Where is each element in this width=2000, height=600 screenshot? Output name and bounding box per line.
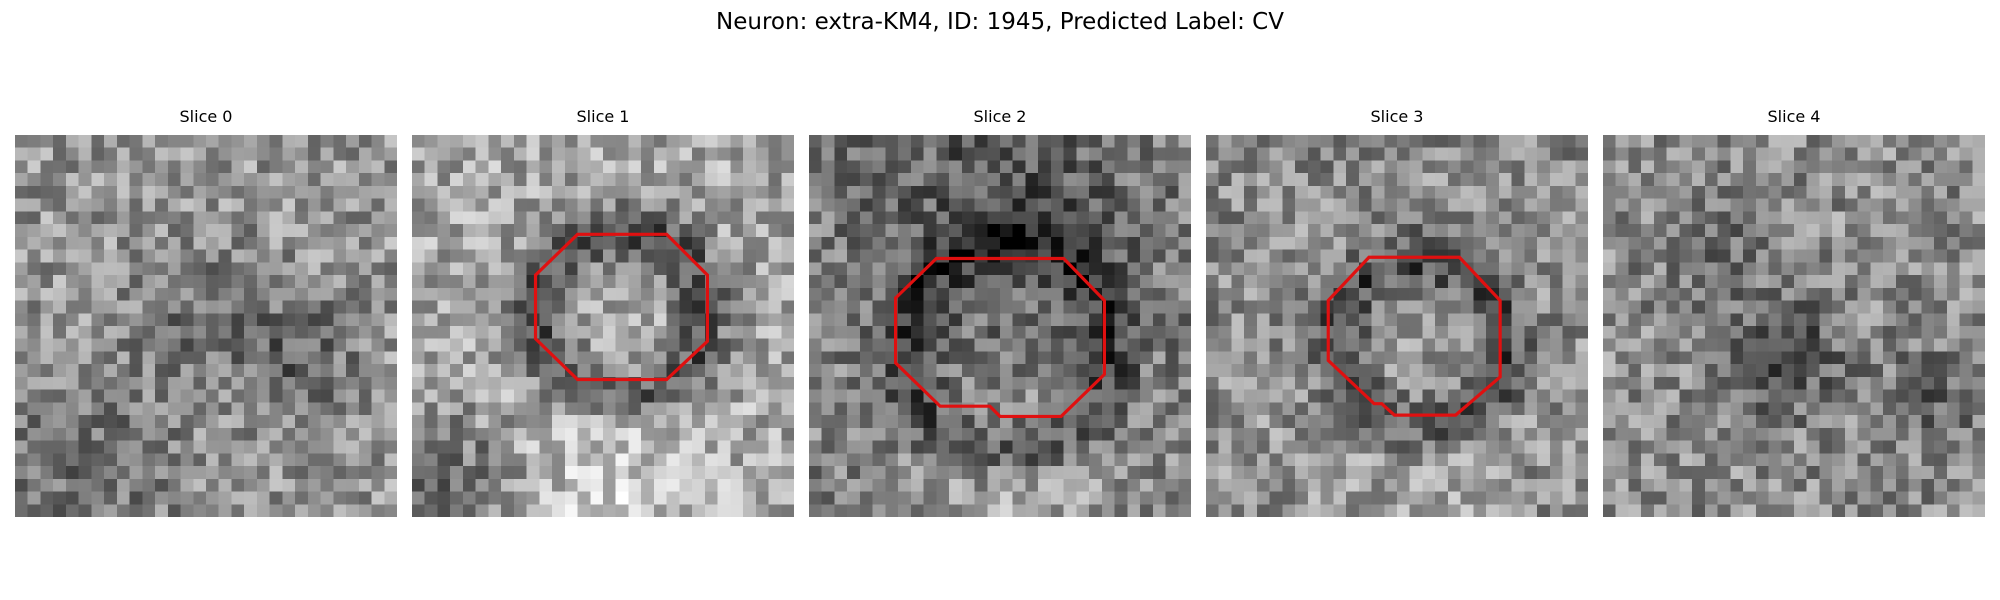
slice-panel-0: Slice 0 bbox=[15, 107, 397, 517]
slice-image-0 bbox=[15, 135, 397, 517]
contour-outline bbox=[533, 232, 710, 382]
slice-panel-4: Slice 4 bbox=[1603, 107, 1985, 517]
pixel-grid bbox=[412, 135, 794, 517]
slice-title: Slice 2 bbox=[973, 107, 1027, 126]
slice-panel-2: Slice 2 bbox=[809, 107, 1191, 517]
slice-title: Slice 0 bbox=[179, 107, 233, 126]
slice-title: Slice 4 bbox=[1767, 107, 1821, 126]
slice-image-2 bbox=[809, 135, 1191, 517]
slice-image-3 bbox=[1206, 135, 1588, 517]
pixel-grid bbox=[1603, 135, 1985, 517]
slice-image-1 bbox=[412, 135, 794, 517]
slice-panel-1: Slice 1 bbox=[412, 107, 794, 517]
pixel-grid bbox=[1206, 135, 1588, 517]
slice-panel-3: Slice 3 bbox=[1206, 107, 1588, 517]
pixel-grid bbox=[809, 135, 1191, 517]
slice-title: Slice 1 bbox=[576, 107, 630, 126]
slice-title: Slice 3 bbox=[1370, 107, 1424, 126]
figure-title: Neuron: extra-KM4, ID: 1945, Predicted L… bbox=[716, 9, 1284, 35]
contour-outline bbox=[1326, 255, 1502, 417]
slice-image-4 bbox=[1603, 135, 1985, 517]
pixel-grid bbox=[15, 135, 397, 517]
contour-outline bbox=[893, 256, 1107, 418]
